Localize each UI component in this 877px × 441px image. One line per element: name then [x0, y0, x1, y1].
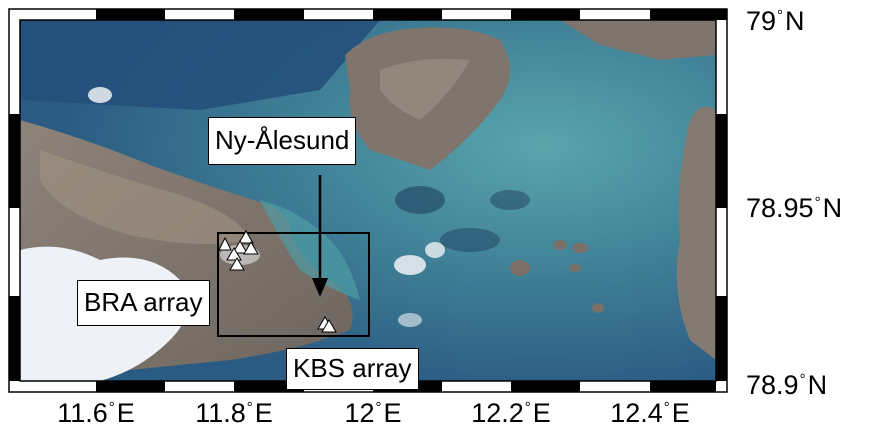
town-arrowhead: [312, 278, 328, 297]
land-north: [560, 20, 716, 60]
frame-segment: [9, 296, 20, 381]
frame-segment: [716, 296, 727, 381]
frame-segment: [9, 9, 96, 20]
frame-segment: [9, 208, 20, 296]
frame-segment: [165, 381, 234, 392]
lat-label-78-9: 78.9°N: [746, 370, 828, 400]
frame-segment: [716, 9, 727, 20]
station-marker: [243, 241, 259, 255]
station-marker: [218, 236, 232, 251]
frame-segment: [234, 9, 304, 20]
town-label-ny-alesund: Ny-Ålesund: [208, 117, 357, 165]
frame-segment: [580, 381, 650, 392]
frame-segment: [373, 9, 442, 20]
frame-segment: [650, 9, 716, 20]
frame-segment: [716, 20, 727, 114]
map-image: [20, 20, 716, 381]
lon-label-12-4: 12.4°E: [610, 398, 690, 428]
study-area-box: [217, 232, 370, 337]
frame-segment: [234, 381, 304, 392]
bra-array-stations: [218, 230, 259, 271]
frame-segment: [9, 20, 20, 114]
station-marker: [229, 257, 245, 271]
frame-segment: [650, 381, 716, 392]
lon-label-11-8: 11.8°E: [195, 398, 273, 428]
frame-segment: [442, 381, 511, 392]
frame-segment: [580, 9, 650, 20]
frame-segment: [96, 381, 165, 392]
frame-segment: [511, 381, 580, 392]
frame-segment: [716, 208, 727, 296]
lon-label-12-2: 12.2°E: [471, 398, 551, 428]
frame-segment: [96, 9, 165, 20]
frame-segment: [9, 381, 96, 392]
station-marker: [238, 230, 254, 244]
frame-segment: [304, 9, 373, 20]
station-marker: [321, 319, 337, 333]
kbs-array-stations: [317, 316, 337, 333]
station-marker: [232, 240, 248, 254]
lon-label-11-6: 11.6°E: [57, 398, 135, 428]
kbs-array-label: KBS array: [286, 348, 419, 390]
lat-label-78-95: 78.95°N: [746, 193, 843, 223]
frame-segment: [9, 114, 20, 208]
lat-label-79: 79°N: [746, 6, 805, 36]
land-east: [676, 106, 716, 361]
lon-label-12: 12°E: [344, 398, 402, 428]
bra-array-label: BRA array: [77, 280, 210, 326]
frame-segment: [511, 9, 580, 20]
frame-segment: [442, 9, 511, 20]
frame-segment: [165, 9, 234, 20]
station-marker: [226, 247, 242, 261]
frame-segment: [716, 114, 727, 208]
